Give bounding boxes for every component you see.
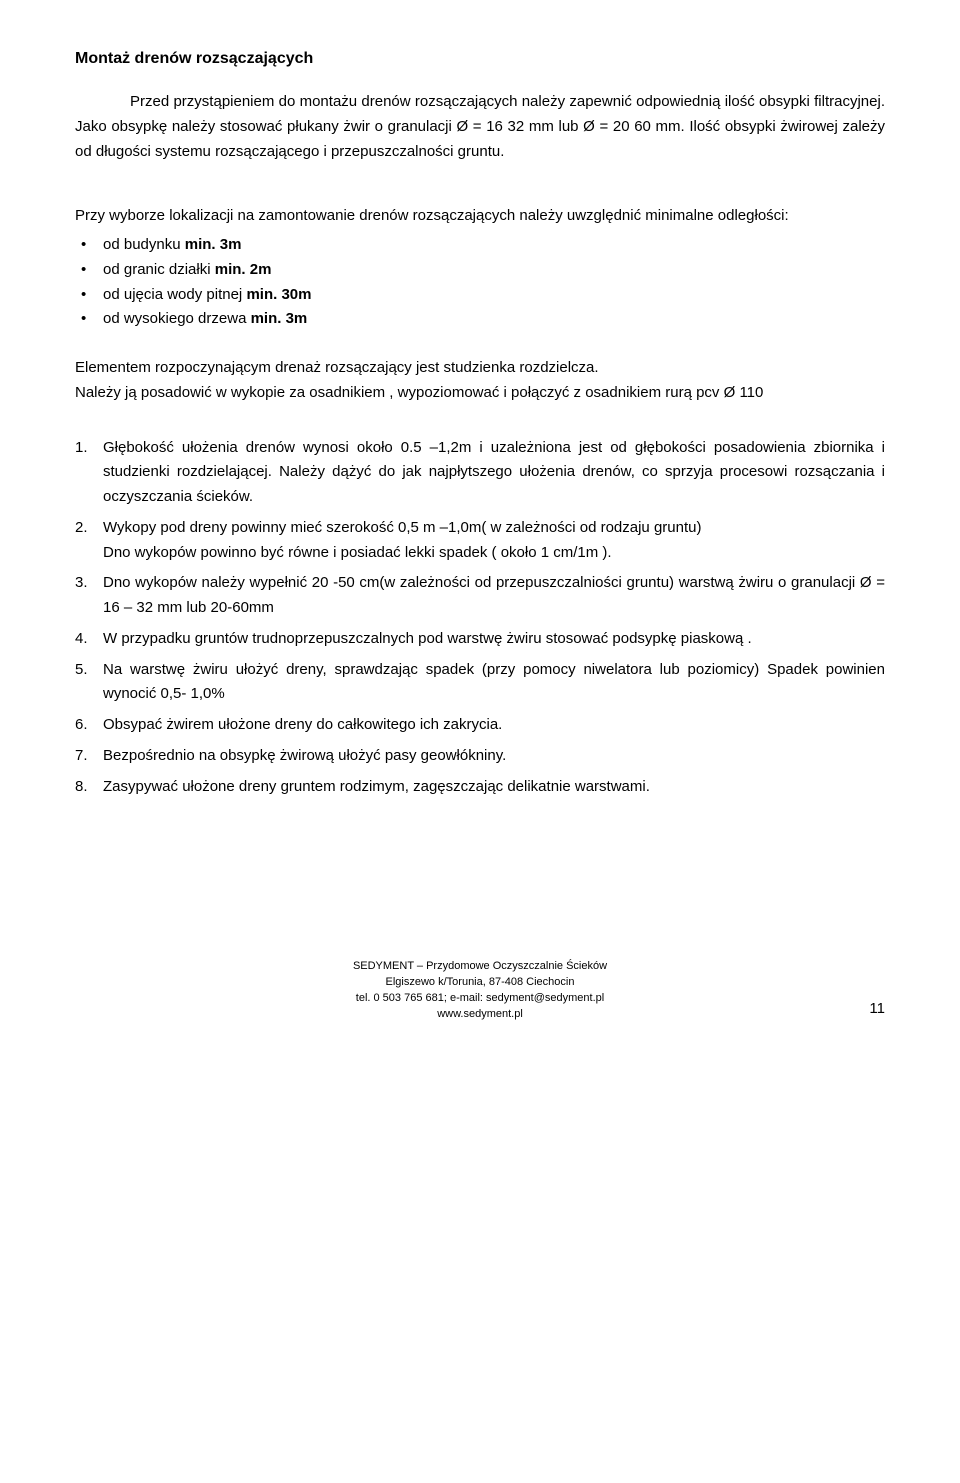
step-text: Obsypać żwirem ułożone dreny do całkowit… — [103, 716, 502, 733]
list-item-bold: min. 2m — [215, 261, 272, 278]
footer-line: tel. 0 503 765 681; e-mail: sedyment@sed… — [75, 991, 885, 1007]
step-text: Bezpośrednio na obsypkę żwirową ułożyć p… — [103, 747, 506, 764]
steps-list: Głębokość ułożenia drenów wynosi około 0… — [75, 436, 885, 800]
step-text: Dno wykopów należy wypełnić 20 -50 cm(w … — [103, 574, 885, 616]
list-item-bold: min. 3m — [251, 310, 308, 327]
document-page: Montaż drenów rozsączających Przed przys… — [0, 0, 960, 1063]
step-text: Na warstwę żwiru ułożyć dreny, sprawdzaj… — [103, 661, 885, 703]
footer-line: www.sedyment.pl — [75, 1007, 885, 1023]
list-item-text: od wysokiego drzewa — [103, 310, 251, 327]
section-heading: Montaż drenów rozsączających — [75, 50, 885, 68]
step-item: Na warstwę żwiru ułożyć dreny, sprawdzaj… — [75, 658, 885, 708]
step-item: Dno wykopów należy wypełnić 20 -50 cm(w … — [75, 571, 885, 621]
step-text: Wykopy pod dreny powinny mieć szerokość … — [103, 519, 701, 536]
page-footer: SEDYMENT – Przydomowe Oczyszczalnie Ście… — [75, 959, 885, 1023]
paragraph-element: Elementem rozpoczynającym drenaż rozsącz… — [75, 356, 885, 406]
paragraph-locations: Przy wyborze lokalizacji na zamontowanie… — [75, 204, 885, 229]
step-item: W przypadku gruntów trudnoprzepuszczalny… — [75, 627, 885, 652]
list-item-text: od ujęcia wody pitnej — [103, 286, 246, 303]
step-text: Głębokość ułożenia drenów wynosi około 0… — [103, 439, 885, 506]
footer-text: SEDYMENT – Przydomowe Oczyszczalnie Ście… — [75, 959, 885, 1023]
list-item: od granic działki min. 2m — [75, 258, 885, 283]
step-item: Obsypać żwirem ułożone dreny do całkowit… — [75, 713, 885, 738]
footer-line: SEDYMENT – Przydomowe Oczyszczalnie Ście… — [75, 959, 885, 975]
list-item-text: od budynku — [103, 236, 185, 253]
list-item-text: od granic działki — [103, 261, 215, 278]
list-item: od budynku min. 3m — [75, 233, 885, 258]
step-subline: Dno wykopów powinno być równe i posiadać… — [103, 541, 885, 566]
step-item: Wykopy pod dreny powinny mieć szerokość … — [75, 516, 885, 566]
paragraph-intro: Przed przystąpieniem do montażu drenów r… — [75, 90, 885, 164]
footer-line: Elgiszewo k/Torunia, 87-408 Ciechocin — [75, 975, 885, 991]
distance-list: od budynku min. 3m od granic działki min… — [75, 233, 885, 332]
list-item: od ujęcia wody pitnej min. 30m — [75, 283, 885, 308]
list-item-bold: min. 30m — [246, 286, 311, 303]
step-item: Głębokość ułożenia drenów wynosi około 0… — [75, 436, 885, 510]
list-item-bold: min. 3m — [185, 236, 242, 253]
step-text: Zasypywać ułożone dreny gruntem rodzimym… — [103, 778, 650, 795]
page-number: 11 — [869, 1000, 885, 1017]
list-item: od wysokiego drzewa min. 3m — [75, 307, 885, 332]
step-text: W przypadku gruntów trudnoprzepuszczalny… — [103, 630, 752, 647]
step-item: Zasypywać ułożone dreny gruntem rodzimym… — [75, 775, 885, 800]
step-item: Bezpośrednio na obsypkę żwirową ułożyć p… — [75, 744, 885, 769]
